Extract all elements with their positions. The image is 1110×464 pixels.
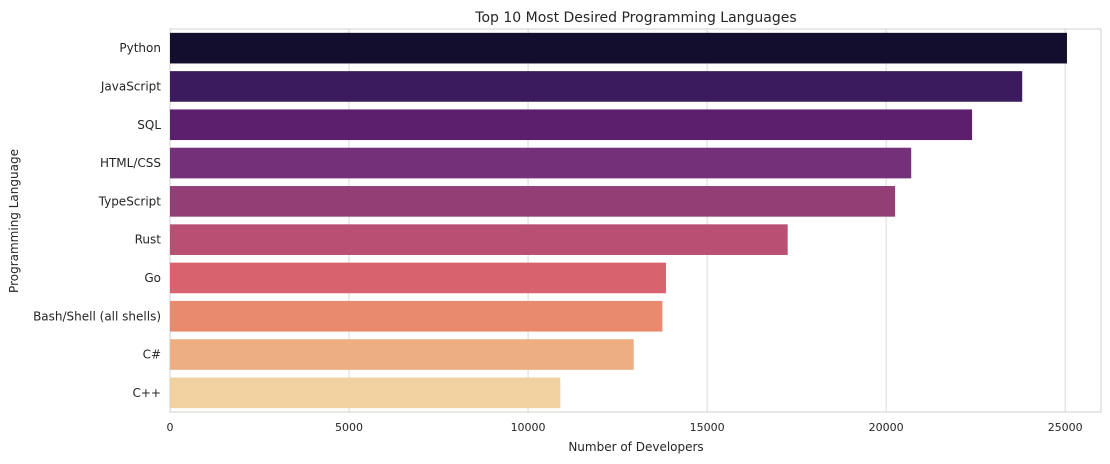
- bar: [170, 186, 896, 217]
- chart-title: Top 10 Most Desired Programming Language…: [474, 10, 796, 26]
- bar: [170, 262, 666, 294]
- y-tick-label: TypeScript: [98, 194, 162, 208]
- x-tick-label: 0: [167, 421, 174, 434]
- x-tick-label: 25000: [1048, 421, 1083, 434]
- y-tick-label: Rust: [135, 233, 162, 247]
- bar: [170, 109, 973, 141]
- y-axis-label: Programming Language: [7, 149, 21, 293]
- y-tick-label: C#: [143, 348, 161, 362]
- bar: [170, 224, 788, 255]
- x-tick-label: 10000: [511, 421, 546, 434]
- y-tick-label: JavaScript: [100, 79, 161, 93]
- y-tick-label: SQL: [137, 118, 161, 132]
- x-tick-label: 15000: [690, 421, 725, 434]
- y-tick-labels: Python JavaScript SQL HTML/CSS TypeScript Rus…: [33, 41, 161, 400]
- y-tick-label: HTML/CSS: [100, 156, 161, 170]
- x-tick-label: 5000: [335, 421, 363, 434]
- bar: [170, 377, 561, 409]
- bar: [170, 147, 912, 179]
- y-tick-label: C++: [133, 386, 162, 400]
- bar: [170, 71, 1023, 102]
- x-tick-labels: 0 5000 10000 15000 20000 25000: [167, 421, 1083, 434]
- bars: [170, 32, 1067, 409]
- bar: [170, 339, 634, 370]
- bar: [170, 32, 1067, 64]
- x-axis-label: Number of Developers: [568, 440, 703, 454]
- y-tick-label: Go: [144, 271, 161, 285]
- x-tick-label: 20000: [869, 421, 904, 434]
- bar: [170, 300, 663, 332]
- plot-frame: [169, 28, 1102, 413]
- y-tick-label: Bash/Shell (all shells): [33, 309, 161, 323]
- y-tick-label: Python: [119, 41, 161, 55]
